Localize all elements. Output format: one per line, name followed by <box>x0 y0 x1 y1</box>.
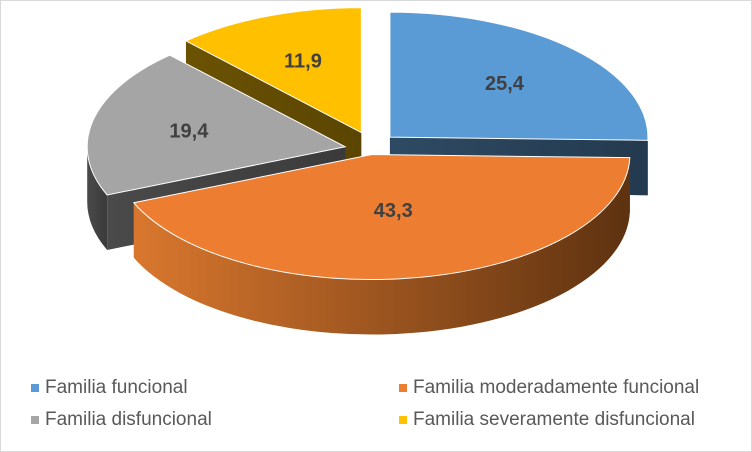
legend-item-familia-severamente-disfuncional: Familia severamente disfuncional <box>399 409 695 431</box>
legend-swatch <box>399 384 407 392</box>
slice-rim <box>87 146 108 251</box>
legend-item-familia-disfuncional: Familia disfuncional <box>31 409 212 431</box>
legend-label: Familia moderadamente funcional <box>413 377 700 398</box>
data-label: 11,9 <box>284 50 322 72</box>
labels-layer: 25,4 43,3 19,4 11,9 <box>169 50 524 221</box>
legend-label: Familia funcional <box>45 377 188 398</box>
legend-label: Familia disfuncional <box>45 409 212 430</box>
legend-swatch <box>31 416 39 424</box>
legend-swatch <box>399 416 407 424</box>
slice-top <box>389 11 649 141</box>
slices-layer <box>86 7 649 335</box>
legend-item-familia-funcional: Familia funcional <box>31 377 188 399</box>
slice-top <box>132 154 631 281</box>
legend-item-familia-moderadamente-funcional: Familia moderadamente funcional <box>399 377 699 399</box>
data-label: 19,4 <box>169 120 209 142</box>
slice-rim <box>133 157 630 335</box>
legend-label: Familia severamente disfuncional <box>413 409 695 430</box>
legend-swatch <box>31 384 39 392</box>
pie-chart: 25,4 43,3 19,4 11,9 <box>86 7 649 335</box>
slice-familia-moderadamente-funcional <box>132 154 631 335</box>
data-label: 43,3 <box>374 200 413 222</box>
data-label: 25,4 <box>485 73 525 95</box>
slice-top <box>86 54 347 196</box>
legend: Familia funcional Familia moderadamente … <box>31 373 751 443</box>
slice-top <box>184 7 362 134</box>
